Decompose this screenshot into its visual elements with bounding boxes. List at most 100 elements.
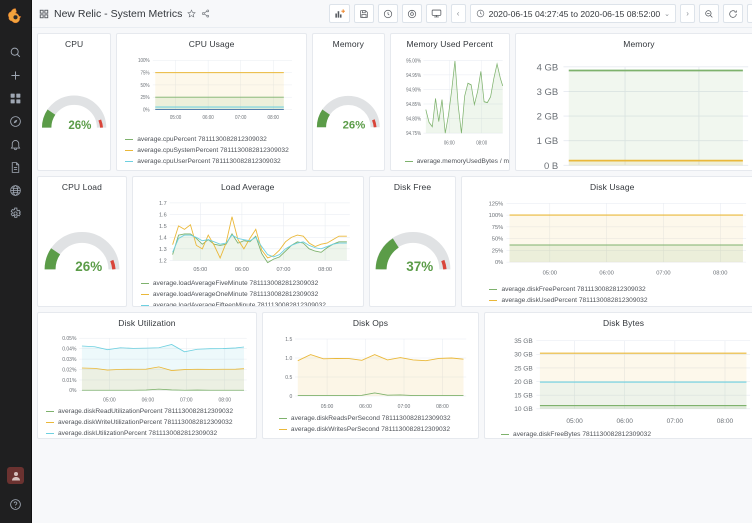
- sidebar-item-reporting[interactable]: [0, 156, 32, 179]
- panel-title: CPU Load: [61, 182, 102, 192]
- svg-text:1 GB: 1 GB: [536, 136, 558, 147]
- zoom-out-button[interactable]: [699, 4, 720, 23]
- legend-item[interactable]: average.diskReadUtilizationPercent 78111…: [46, 406, 256, 417]
- panel-title: Memory Used Percent: [406, 39, 493, 49]
- legend-item[interactable]: average.loadAverageFifteenMinute 7811130…: [140, 300, 363, 306]
- svg-text:06:00: 06:00: [600, 271, 614, 277]
- gauge-value: 26%: [343, 119, 366, 131]
- legend-color-swatch: [278, 429, 287, 430]
- legend: average.diskFreeBytes 781113008281230903…: [485, 428, 752, 438]
- legend-item[interactable]: average.diskReadsPerSecond 7811130082812…: [278, 413, 478, 424]
- svg-text:0%: 0%: [495, 260, 503, 266]
- refresh-button[interactable]: [723, 4, 744, 23]
- svg-text:0: 0: [289, 394, 292, 400]
- navbar-left: New Relic - System Metrics: [39, 8, 210, 20]
- svg-text:05:00: 05:00: [566, 418, 583, 425]
- svg-text:1.0: 1.0: [285, 356, 292, 362]
- sidebar-item-server-admin[interactable]: [0, 179, 32, 202]
- disk-usage-chart: 125% 100% 75% 50% 25% 0%: [489, 201, 747, 277]
- legend-item[interactable]: average.loadAverageOneMinute 78111300828…: [140, 289, 363, 300]
- panel-memory-gauge[interactable]: Memory 26%: [312, 33, 385, 171]
- svg-text:25%: 25%: [492, 248, 504, 254]
- panel-load-average[interactable]: Load Average 1.7 1.6 1.5 1.4 1.3 1.2: [131, 176, 364, 307]
- gauge-svg: 37%: [375, 231, 450, 274]
- legend-item[interactable]: average.cpuSystemPercent 781113008281230…: [125, 145, 306, 156]
- sidebar-item-alerting[interactable]: [0, 133, 32, 156]
- panel-title: Disk Free: [393, 182, 432, 192]
- panel-disk-free-gauge[interactable]: Disk Free 37%: [368, 176, 457, 307]
- sidebar-item-configuration[interactable]: [0, 202, 32, 225]
- sidebar-item-search[interactable]: [0, 41, 32, 64]
- panel-settings-button[interactable]: [401, 4, 422, 23]
- panel-disk-usage[interactable]: Disk Usage 125% 100% 75% 50% 25% 0%: [461, 176, 752, 307]
- svg-text:3 GB: 3 GB: [536, 87, 558, 98]
- svg-text:125%: 125%: [489, 201, 504, 207]
- svg-text:94.80%: 94.80%: [406, 116, 421, 123]
- time-range-prev-button[interactable]: ‹: [450, 4, 466, 23]
- sidebar-item-create[interactable]: [0, 64, 32, 87]
- panel-memory-used-percent[interactable]: Memory Used Percent 95.00% 94.95% 94.90% 9…: [389, 33, 510, 171]
- panel-memory-bytes[interactable]: Memory 4 GB 3 GB 2 GB 1 GB 0 B: [514, 33, 752, 171]
- svg-text:06:00: 06:00: [235, 267, 249, 273]
- svg-text:95.00%: 95.00%: [406, 58, 421, 65]
- svg-text:0.01%: 0.01%: [62, 378, 77, 384]
- panel-cpu-gauge[interactable]: CPU 26%: [37, 33, 112, 171]
- panel-body: 0.05% 0.04% 0.03% 0.02% 0.01% 0%: [38, 330, 256, 405]
- svg-text:07:00: 07:00: [398, 404, 411, 410]
- svg-text:08:00: 08:00: [218, 397, 231, 403]
- legend-item[interactable]: average.cpuUserPercent 78111300828123090…: [125, 156, 306, 167]
- panel-disk-ops[interactable]: Disk Ops 1.5 1.0 0.5 0: [261, 312, 480, 439]
- svg-text:35 GB: 35 GB: [514, 338, 533, 345]
- legend-label: average.loadAverageOneMinute 78111300828…: [152, 291, 319, 299]
- legend-item[interactable]: average.diskFreeBytes 781113008281230903…: [501, 429, 752, 438]
- svg-text:15 GB: 15 GB: [514, 393, 533, 400]
- panel-body: 125% 100% 75% 50% 25% 0%: [462, 194, 752, 283]
- sidebar-item-dashboards[interactable]: [0, 87, 32, 110]
- grafana-logo[interactable]: [5, 5, 27, 27]
- legend: average.loadAverageFiveMinute 7811130082…: [133, 277, 363, 306]
- panel-disk-utilization[interactable]: Disk Utilization 0.05% 0.04% 0.03% 0.02% 0.…: [37, 312, 257, 439]
- sidebar-item-help[interactable]: [0, 493, 32, 516]
- share-icon[interactable]: [201, 9, 210, 18]
- legend-item[interactable]: average.memoryUsedBytes / memoryTot: [404, 156, 509, 167]
- svg-text:07:00: 07:00: [276, 267, 290, 273]
- legend-item[interactable]: average.diskFreePercent 7811130082812309…: [489, 284, 752, 295]
- legend-item[interactable]: average.diskWriteUtilizationPercent 7811…: [46, 417, 256, 428]
- legend-label: average.diskFreeBytes 781113008281230903…: [513, 430, 652, 438]
- panel-cpu-usage[interactable]: CPU Usage 100% 75% 50% 25% 0%: [116, 33, 308, 171]
- svg-text:05:00: 05:00: [193, 267, 207, 273]
- add-panel-button[interactable]: [328, 4, 350, 23]
- star-icon[interactable]: [187, 9, 197, 18]
- svg-text:1.2: 1.2: [159, 258, 167, 264]
- time-range-next-button[interactable]: ›: [680, 4, 696, 23]
- legend-label: average.diskFreePercent 7811130082812309…: [501, 285, 646, 293]
- legend-item[interactable]: average.loadAverageFiveMinute 7811130082…: [140, 278, 363, 289]
- legend-item[interactable]: average.cpuPercent 7811130082812309032: [125, 134, 306, 145]
- svg-text:100%: 100%: [489, 213, 504, 219]
- panel-title: CPU: [64, 39, 84, 49]
- svg-text:1.5: 1.5: [159, 224, 167, 230]
- legend-color-swatch: [489, 299, 498, 301]
- svg-text:06:00: 06:00: [142, 397, 155, 403]
- user-avatar[interactable]: [7, 467, 24, 484]
- svg-text:07:00: 07:00: [235, 115, 247, 121]
- svg-text:30 GB: 30 GB: [514, 352, 533, 359]
- dashboard-row-2: CPU Load 26% Load Average: [37, 176, 752, 307]
- sidebar-item-explore[interactable]: [0, 110, 32, 133]
- svg-text:10 GB: 10 GB: [514, 406, 533, 413]
- panel-cpu-load-gauge[interactable]: CPU Load 26%: [37, 176, 127, 307]
- panel-title: Disk Bytes: [602, 318, 645, 328]
- kiosk-mode-button[interactable]: [425, 4, 447, 23]
- refresh-interval-dropdown[interactable]: ⌄: [747, 4, 752, 23]
- svg-text:06:00: 06:00: [443, 140, 454, 147]
- memory-used-percent-chart: 95.00% 94.95% 94.90% 94.85% 94.80% 94.75%: [406, 58, 503, 147]
- dashboard-settings-button[interactable]: [377, 4, 398, 23]
- save-dashboard-button[interactable]: [353, 4, 374, 23]
- legend-item[interactable]: average.diskUsedPercent 7811130082812309…: [489, 295, 752, 306]
- legend-item[interactable]: average.diskWritesPerSecond 781113008281…: [278, 424, 478, 435]
- disk-utilization-chart: 0.05% 0.04% 0.03% 0.02% 0.01% 0%: [62, 336, 247, 403]
- legend-item[interactable]: average.diskUtilizationPercent 781113008…: [46, 428, 256, 438]
- panel-disk-bytes[interactable]: Disk Bytes 35 GB 30 GB 25 GB 20 GB 15 GB 10 …: [484, 312, 752, 439]
- legend-color-swatch: [46, 433, 54, 435]
- time-range-picker[interactable]: 2020-06-15 04:27:45 to 2020-06-15 08:52:…: [469, 4, 677, 23]
